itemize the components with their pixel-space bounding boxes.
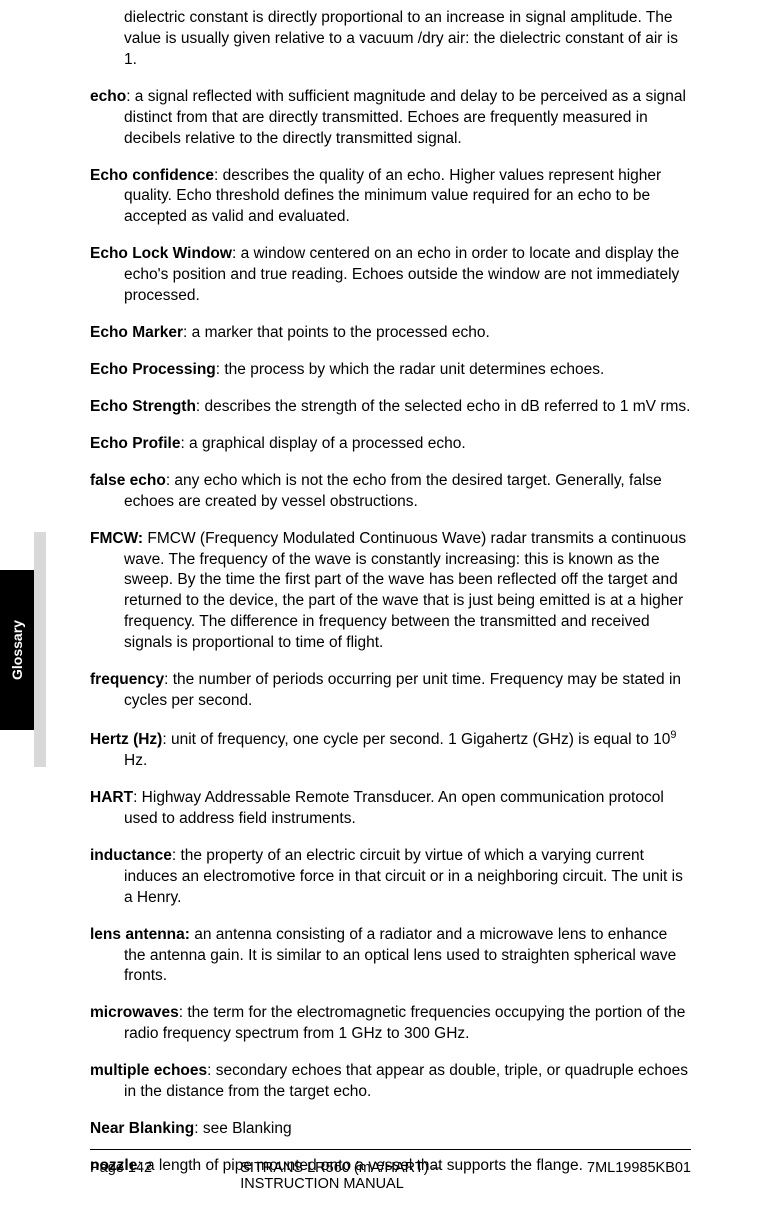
glossary-entry: Echo Strength: describes the strength of… (90, 397, 691, 418)
glossary-entry: Echo Profile: a graphical display of a p… (90, 434, 691, 455)
glossary-definition: : any echo which is not the echo from th… (124, 472, 662, 510)
glossary-term: echo (90, 88, 126, 105)
tab-spine (34, 532, 46, 767)
page-footer: Page 142 SITRANS LR560 (mA/HART) – INSTR… (90, 1160, 691, 1176)
glossary-term: microwaves (90, 1004, 179, 1021)
glossary-term: frequency (90, 671, 164, 688)
footer-doc-id: 7ML19985KB01 (587, 1160, 691, 1176)
footer-divider (90, 1149, 691, 1150)
glossary-definition: : Highway Addressable Remote Transducer.… (124, 789, 664, 827)
glossary-definition: : the property of an electric circuit by… (124, 847, 683, 906)
section-tab: Glossary (0, 570, 34, 730)
glossary-term: Echo Processing (90, 361, 216, 378)
glossary-term: Echo Profile (90, 435, 180, 452)
glossary-definition: : a marker that points to the processed … (183, 324, 490, 341)
glossary-term: lens antenna: (90, 926, 190, 943)
glossary-term: inductance (90, 847, 172, 864)
glossary-entry-continuation: dielectric constant is directly proporti… (90, 8, 691, 71)
glossary-definition: : secondary echoes that appear as double… (124, 1062, 688, 1100)
glossary-entry: FMCW: FMCW (Frequency Modulated Continuo… (90, 529, 691, 655)
glossary-term: Echo Strength (90, 398, 196, 415)
glossary-entry: false echo: any echo which is not the ec… (90, 471, 691, 513)
glossary-entry: Echo Marker: a marker that points to the… (90, 323, 691, 344)
glossary-definition: : see Blanking (194, 1120, 291, 1137)
glossary-definition: FMCW (Frequency Modulated Continuous Wav… (124, 530, 686, 652)
glossary-definition: : the number of periods occurring per un… (124, 671, 681, 709)
glossary-entry: Echo confidence: describes the quality o… (90, 166, 691, 229)
glossary-entry: frequency: the number of periods occurri… (90, 670, 691, 712)
glossary-definition: : unit of frequency, one cycle per secon… (162, 731, 670, 748)
glossary-definition: : a signal reflected with sufficient mag… (124, 88, 686, 147)
glossary-definition: : the process by which the radar unit de… (216, 361, 605, 378)
glossary-entry: Near Blanking: see Blanking (90, 1119, 691, 1140)
glossary-entry: Hertz (Hz): unit of frequency, one cycle… (90, 728, 691, 772)
glossary-content: dielectric constant is directly proporti… (0, 0, 766, 1177)
glossary-entry: Echo Lock Window: a window centered on a… (90, 244, 691, 307)
glossary-term: false echo (90, 472, 166, 489)
glossary-entry: multiple echoes: secondary echoes that a… (90, 1061, 691, 1103)
glossary-entry: HART: Highway Addressable Remote Transdu… (90, 788, 691, 830)
glossary-definition: an antenna consisting of a radiator and … (124, 926, 676, 985)
superscript: 9 (670, 729, 676, 741)
glossary-term: Hertz (Hz) (90, 731, 162, 748)
glossary-definition-cont: Hz. (124, 752, 147, 769)
glossary-entry: microwaves: the term for the electromagn… (90, 1003, 691, 1045)
glossary-term: Near Blanking (90, 1120, 194, 1137)
glossary-term: Echo Lock Window (90, 245, 232, 262)
glossary-term: multiple echoes (90, 1062, 207, 1079)
glossary-term: Echo confidence (90, 167, 214, 184)
glossary-term: HART (90, 789, 133, 806)
glossary-entry: inductance: the property of an electric … (90, 846, 691, 909)
glossary-definition: : the term for the electromagnetic frequ… (124, 1004, 685, 1042)
glossary-definition: : a graphical display of a processed ech… (180, 435, 465, 452)
glossary-entry: echo: a signal reflected with sufficient… (90, 87, 691, 150)
footer-page-number: Page 142 (90, 1160, 152, 1176)
glossary-entry: Echo Processing: the process by which th… (90, 360, 691, 381)
glossary-term: Echo Marker (90, 324, 183, 341)
glossary-definition: : describes the strength of the selected… (196, 398, 691, 415)
footer-doc-title: SITRANS LR560 (mA/HART) – INSTRUCTION MA… (240, 1160, 541, 1192)
section-tab-label: Glossary (9, 620, 25, 680)
glossary-term: FMCW: (90, 530, 143, 547)
glossary-entry: lens antenna: an antenna consisting of a… (90, 925, 691, 988)
